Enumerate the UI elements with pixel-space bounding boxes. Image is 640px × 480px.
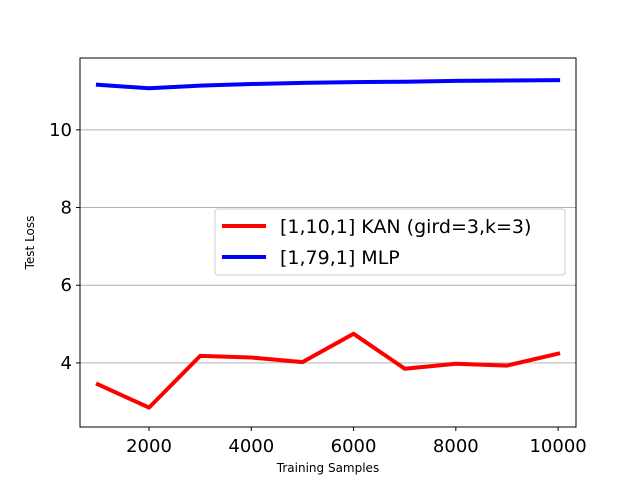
grid-lines bbox=[80, 129, 576, 364]
y-axis-ticks: 4 6 8 10 bbox=[49, 120, 80, 374]
y-tick-label: 4 bbox=[61, 353, 72, 374]
series-line-kan bbox=[95, 331, 561, 410]
series-line-mlp bbox=[95, 78, 561, 91]
series-lines bbox=[95, 78, 561, 410]
legend: [1,10,1] KAN (gird=3,k=3) [1,79,1] MLP bbox=[214, 208, 566, 276]
x-axis-ticks: 2000 4000 6000 8000 10000 bbox=[126, 427, 587, 457]
legend-box bbox=[214, 208, 566, 276]
x-tick-label: 4000 bbox=[228, 436, 274, 457]
plot-frame bbox=[79, 57, 577, 428]
x-axis-label: Training Samples bbox=[276, 461, 379, 475]
y-tick-label: 10 bbox=[49, 120, 72, 141]
x-tick-label: 8000 bbox=[433, 436, 479, 457]
legend-label-kan: [1,10,1] KAN (gird=3,k=3) bbox=[280, 216, 531, 238]
x-tick-label: 2000 bbox=[126, 436, 172, 457]
x-tick-label: 10000 bbox=[529, 436, 586, 457]
legend-label-mlp: [1,79,1] MLP bbox=[280, 247, 400, 269]
y-axis-label: Test Loss bbox=[23, 216, 37, 271]
x-tick-label: 6000 bbox=[331, 436, 377, 457]
y-tick-label: 8 bbox=[61, 198, 72, 219]
y-tick-label: 6 bbox=[61, 275, 72, 296]
